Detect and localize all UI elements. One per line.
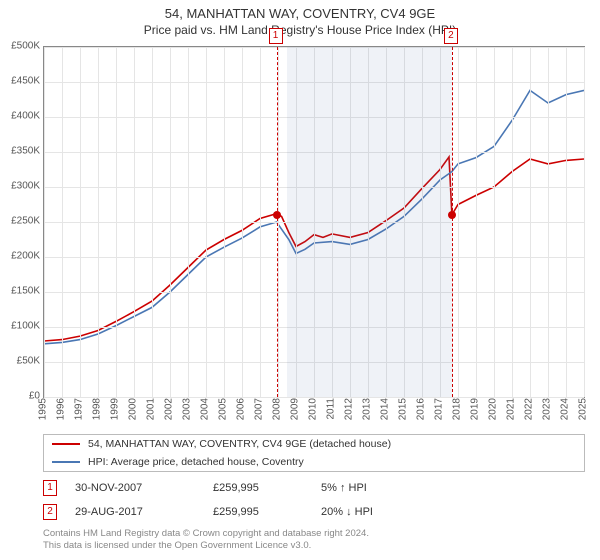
sales-row: 1 30-NOV-2007 £259,995 5% ↑ HPI: [43, 476, 583, 500]
y-axis-tick: £500K: [0, 41, 40, 52]
legend-label: HPI: Average price, detached house, Cove…: [88, 456, 304, 468]
gridline-vertical: [548, 47, 549, 397]
gridline-vertical: [278, 47, 279, 397]
between-sales-shade: [287, 47, 452, 397]
gridline-vertical: [458, 47, 459, 397]
y-axis-tick: £350K: [0, 146, 40, 157]
sale-date: 29-AUG-2017: [75, 506, 195, 518]
x-axis-tick: 2002: [164, 398, 175, 420]
footnote-line: This data is licensed under the Open Gov…: [43, 540, 583, 552]
gridline-vertical: [260, 47, 261, 397]
gridline-vertical: [170, 47, 171, 397]
gridline-vertical: [242, 47, 243, 397]
y-axis-tick: £0: [0, 391, 40, 402]
footnote: Contains HM Land Registry data © Crown c…: [43, 528, 583, 552]
chart-subtitle: Price paid vs. HM Land Registry's House …: [0, 21, 600, 41]
legend-box: 54, MANHATTAN WAY, COVENTRY, CV4 9GE (de…: [43, 434, 585, 472]
legend-item-hpi: HPI: Average price, detached house, Cove…: [44, 453, 584, 471]
x-axis-tick: 1998: [92, 398, 103, 420]
footnote-line: Contains HM Land Registry data © Crown c…: [43, 528, 583, 540]
sale-diff: 20% ↓ HPI: [321, 506, 441, 518]
x-axis-tick: 2004: [200, 398, 211, 420]
x-axis-tick: 2019: [470, 398, 481, 420]
sale-price: £259,995: [213, 482, 303, 494]
chart-title: 54, MANHATTAN WAY, COVENTRY, CV4 9GE: [0, 0, 600, 21]
sales-row: 2 29-AUG-2017 £259,995 20% ↓ HPI: [43, 500, 583, 524]
x-axis-tick: 2000: [128, 398, 139, 420]
x-axis-tick: 2001: [146, 398, 157, 420]
legend-swatch: [52, 443, 80, 445]
gridline-vertical: [206, 47, 207, 397]
y-axis-tick: £150K: [0, 286, 40, 297]
y-axis-tick: £50K: [0, 356, 40, 367]
x-axis-tick: 1996: [56, 398, 67, 420]
y-axis-tick: £450K: [0, 76, 40, 87]
x-axis-tick: 2020: [488, 398, 499, 420]
gridline-vertical: [98, 47, 99, 397]
gridline-vertical: [584, 47, 585, 397]
x-axis-tick: 2008: [272, 398, 283, 420]
sale-dot: [448, 211, 456, 219]
x-axis-tick: 2006: [236, 398, 247, 420]
gridline-vertical: [512, 47, 513, 397]
x-axis-tick: 1995: [38, 398, 49, 420]
x-axis-tick: 2015: [398, 398, 409, 420]
y-axis-tick: £100K: [0, 321, 40, 332]
gridline-vertical: [116, 47, 117, 397]
sale-marker-box: 1: [269, 28, 283, 44]
x-axis-tick: 2014: [380, 398, 391, 420]
legend-label: 54, MANHATTAN WAY, COVENTRY, CV4 9GE (de…: [88, 438, 391, 450]
x-axis-tick: 2012: [344, 398, 355, 420]
gridline-vertical: [44, 47, 45, 397]
sale-marker-box: 2: [444, 28, 458, 44]
gridline-vertical: [494, 47, 495, 397]
x-axis-tick: 1999: [110, 398, 121, 420]
sale-diff: 5% ↑ HPI: [321, 482, 441, 494]
sale-event-dash: [277, 47, 278, 397]
plot-area: [43, 46, 585, 398]
y-axis-tick: £250K: [0, 216, 40, 227]
x-axis-tick: 2005: [218, 398, 229, 420]
y-axis-tick: £300K: [0, 181, 40, 192]
sale-marker-box: 2: [43, 504, 57, 520]
sales-table: 1 30-NOV-2007 £259,995 5% ↑ HPI 2 29-AUG…: [43, 476, 583, 524]
sale-date: 30-NOV-2007: [75, 482, 195, 494]
x-axis-tick: 2010: [308, 398, 319, 420]
gridline-vertical: [530, 47, 531, 397]
x-axis-tick: 2007: [254, 398, 265, 420]
y-axis-tick: £200K: [0, 251, 40, 262]
legend-item-property: 54, MANHATTAN WAY, COVENTRY, CV4 9GE (de…: [44, 435, 584, 453]
legend-swatch: [52, 461, 80, 463]
gridline-vertical: [134, 47, 135, 397]
x-axis-tick: 2023: [542, 398, 553, 420]
x-axis-tick: 2021: [506, 398, 517, 420]
x-axis-tick: 2013: [362, 398, 373, 420]
chart-container: 54, MANHATTAN WAY, COVENTRY, CV4 9GE Pri…: [0, 0, 600, 560]
x-axis-tick: 2016: [416, 398, 427, 420]
x-axis-tick: 2018: [452, 398, 463, 420]
sale-dot: [273, 211, 281, 219]
sale-event-dash: [452, 47, 453, 397]
gridline-vertical: [80, 47, 81, 397]
y-axis-tick: £400K: [0, 111, 40, 122]
gridline-vertical: [566, 47, 567, 397]
x-axis-tick: 2022: [524, 398, 535, 420]
gridline-vertical: [62, 47, 63, 397]
x-axis-tick: 2024: [560, 398, 571, 420]
sale-price: £259,995: [213, 506, 303, 518]
gridline-vertical: [152, 47, 153, 397]
x-axis-tick: 2009: [290, 398, 301, 420]
x-axis-tick: 2003: [182, 398, 193, 420]
gridline-vertical: [476, 47, 477, 397]
x-axis-tick: 2025: [578, 398, 589, 420]
x-axis-tick: 1997: [74, 398, 85, 420]
gridline-vertical: [188, 47, 189, 397]
x-axis-tick: 2011: [326, 398, 337, 420]
sale-marker-box: 1: [43, 480, 57, 496]
gridline-vertical: [224, 47, 225, 397]
x-axis-tick: 2017: [434, 398, 445, 420]
